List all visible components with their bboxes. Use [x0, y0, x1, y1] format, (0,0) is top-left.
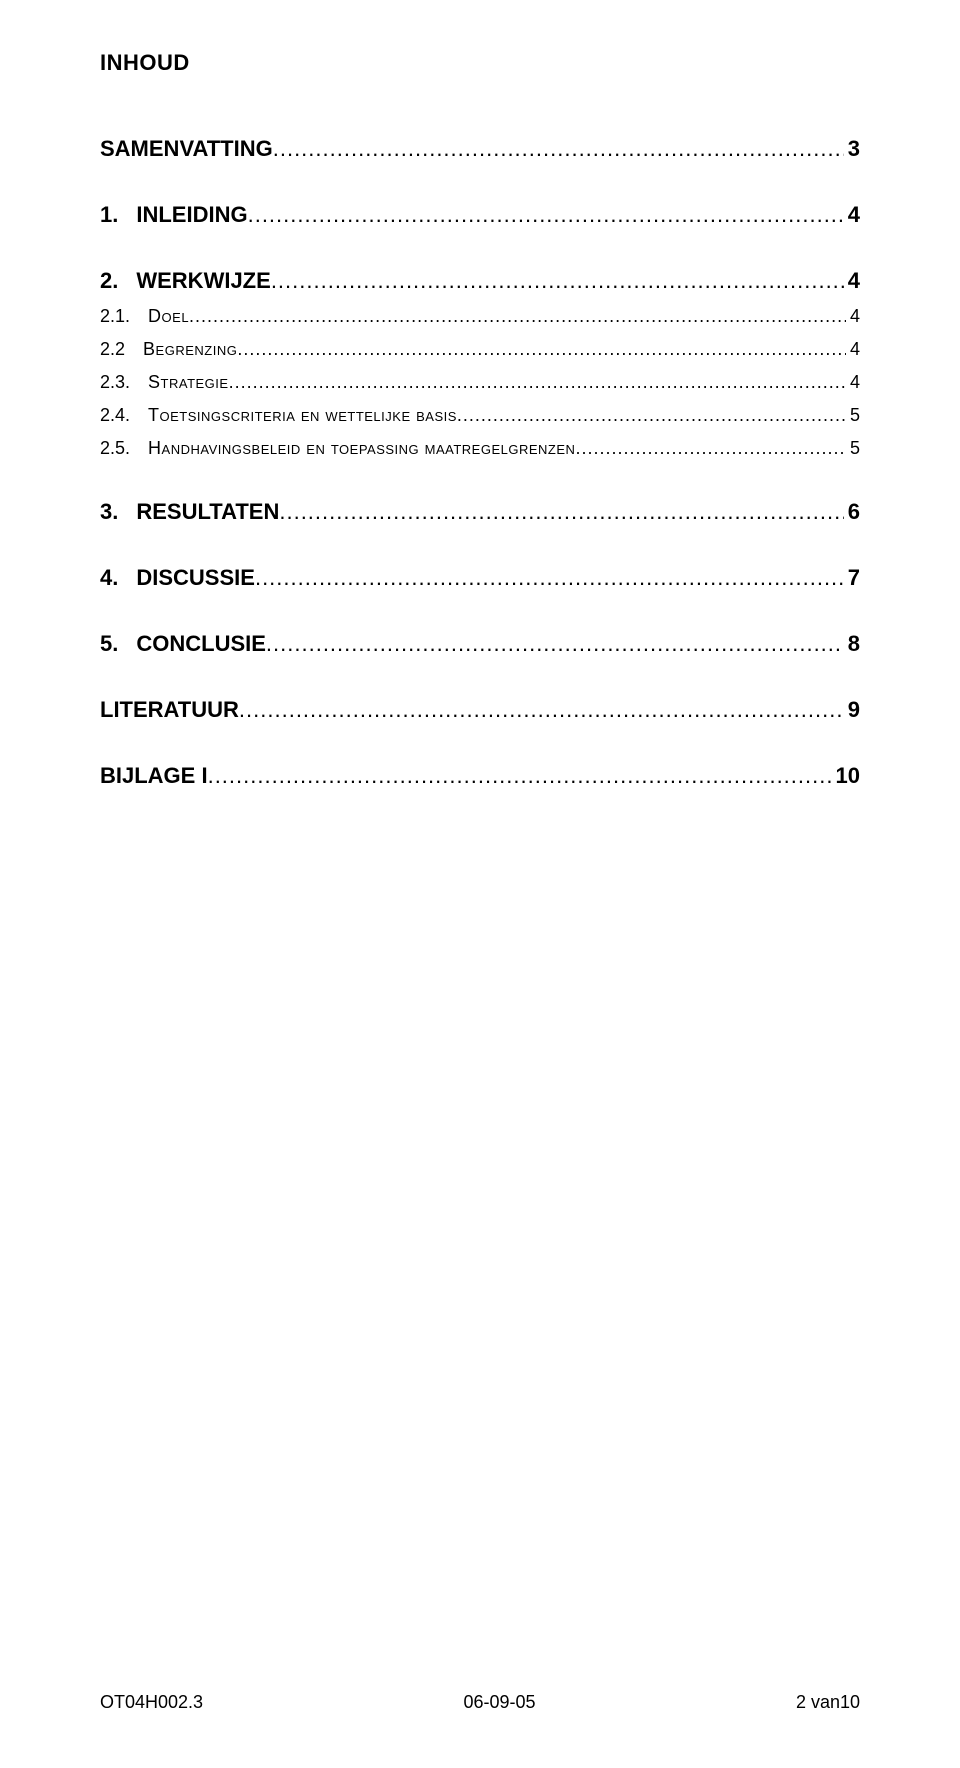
toc-title: DISCUSSIE: [136, 565, 255, 591]
footer-center: 06-09-05: [463, 1692, 535, 1713]
toc-page-number: 4: [850, 339, 860, 360]
toc-entry: SAMENVATTING............................…: [100, 136, 860, 162]
toc-number: 2.4.: [100, 405, 130, 426]
toc-leader: ........................................…: [279, 499, 843, 525]
toc-title: Toetsingscriteria en wettelijke basis: [148, 405, 457, 426]
toc-entry: 5. CONCLUSIE.............................…: [100, 631, 860, 657]
toc-page-number: 4: [850, 372, 860, 393]
toc-leader: ........................................…: [208, 763, 832, 789]
footer-right: 2 van10: [796, 1692, 860, 1713]
toc-entry: 2.1. Doel................................…: [100, 306, 860, 327]
toc-leader: ........................................…: [255, 565, 844, 591]
page-title: INHOUD: [100, 50, 860, 76]
toc-entry: 2.2 Begrenzing...........................…: [100, 339, 860, 360]
toc-number: 2.1.: [100, 306, 130, 327]
toc-leader: ........................................…: [575, 438, 846, 459]
toc-leader: ........................................…: [237, 339, 846, 360]
toc-number: 3.: [100, 499, 118, 525]
toc-leader: ........................................…: [271, 268, 844, 294]
toc-entry: 2.3. Strategie...........................…: [100, 372, 860, 393]
toc-entry: 1. INLEIDING.............................…: [100, 202, 860, 228]
toc-number: 2.5.: [100, 438, 130, 459]
footer-left: OT04H002.3: [100, 1692, 203, 1713]
toc-page-number: 7: [848, 565, 860, 591]
toc-entry: 2. WERKWIJZE.............................…: [100, 268, 860, 294]
toc-title: BIJLAGE I: [100, 763, 208, 789]
toc-number: 5.: [100, 631, 118, 657]
toc-entry: LITERATUUR..............................…: [100, 697, 860, 723]
footer: OT04H002.3 06-09-05 2 van10: [100, 1692, 860, 1713]
toc-page-number: 4: [848, 268, 860, 294]
toc-leader: ........................................…: [239, 697, 844, 723]
toc-page-number: 5: [850, 405, 860, 426]
toc-page-number: 3: [848, 136, 860, 162]
toc-page-number: 6: [848, 499, 860, 525]
toc-page-number: 10: [836, 763, 860, 789]
page: INHOUD SAMENVATTING.....................…: [0, 0, 960, 1768]
toc-leader: ........................................…: [266, 631, 844, 657]
toc-leader: ........................................…: [273, 136, 844, 162]
toc-page-number: 5: [850, 438, 860, 459]
toc-leader: ........................................…: [248, 202, 844, 228]
toc-entry: 2.4. Toetsingscriteria en wettelijke basi…: [100, 405, 860, 426]
toc-page-number: 9: [848, 697, 860, 723]
toc-page-number: 4: [848, 202, 860, 228]
toc-number: 2.2: [100, 339, 125, 360]
toc-entry: 4. DISCUSSIE.............................…: [100, 565, 860, 591]
toc-title: Strategie: [148, 372, 229, 393]
toc-number: 4.: [100, 565, 118, 591]
toc-leader: ........................................…: [189, 306, 846, 327]
toc-title: RESULTATEN: [136, 499, 279, 525]
toc-title: Doel: [148, 306, 189, 327]
toc-entry: 3. RESULTATEN............................…: [100, 499, 860, 525]
toc-number: 2.: [100, 268, 118, 294]
toc-title: SAMENVATTING: [100, 136, 273, 162]
toc-number: 2.3.: [100, 372, 130, 393]
toc-title: INLEIDING: [136, 202, 247, 228]
toc-entry: BIJLAGE I...............................…: [100, 763, 860, 789]
toc-number: 1.: [100, 202, 118, 228]
toc-entry: 2.5. Handhavingsbeleid en toepassing maat…: [100, 438, 860, 459]
toc-leader: ........................................…: [229, 372, 846, 393]
toc-title: LITERATUUR: [100, 697, 239, 723]
toc-page-number: 8: [848, 631, 860, 657]
toc-page-number: 4: [850, 306, 860, 327]
toc-leader: ........................................…: [457, 405, 846, 426]
toc-title: Begrenzing: [143, 339, 237, 360]
toc-title: WERKWIJZE: [136, 268, 270, 294]
toc-title: Handhavingsbeleid en toepassing maatrege…: [148, 438, 575, 459]
table-of-contents: SAMENVATTING............................…: [100, 136, 860, 789]
toc-title: CONCLUSIE: [136, 631, 266, 657]
